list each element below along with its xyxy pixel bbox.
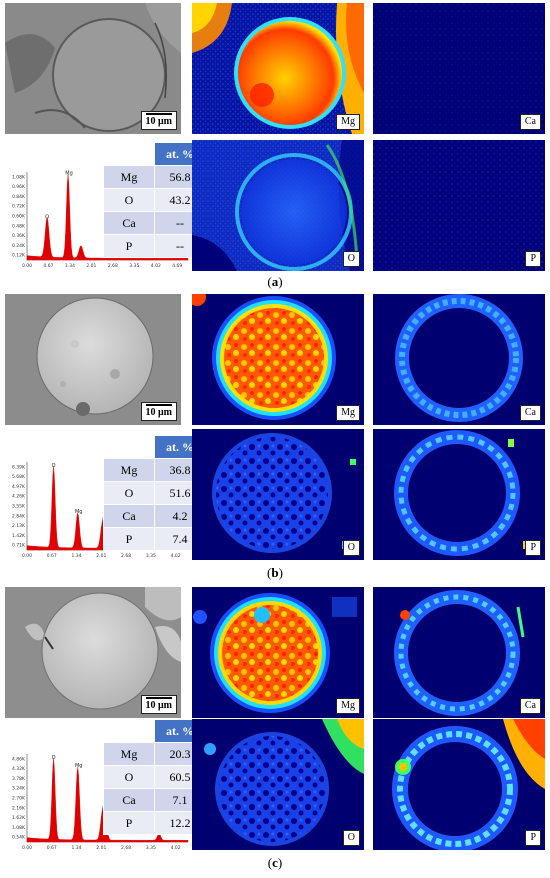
map-label-mg: Mg bbox=[336, 698, 360, 714]
x-tick-label: 0.67 bbox=[43, 263, 53, 269]
x-tick-label: 4.69 bbox=[172, 263, 182, 269]
panel-b: 10 μm Mg Ca 6.39K 5.68K 4.97K 4.26K 3.55K 2.8… bbox=[0, 292, 550, 586]
y-tick-label: 3.78K bbox=[12, 776, 26, 782]
peak-label: O bbox=[45, 214, 49, 220]
peak-label: O bbox=[52, 463, 56, 469]
y-tick-label: 0.71K bbox=[12, 543, 26, 549]
y-tick-label: 2.13K bbox=[12, 523, 26, 529]
x-tick-label: 0.67 bbox=[47, 553, 57, 559]
peak-label: Mg bbox=[75, 509, 83, 515]
x-tick-label: 0.67 bbox=[47, 845, 57, 851]
peak-label: Mg bbox=[75, 763, 83, 769]
x-tick-label: 4.02 bbox=[151, 263, 161, 269]
o-map: O bbox=[192, 140, 364, 271]
ca-map: Ca bbox=[373, 3, 545, 134]
p-map: P bbox=[373, 429, 545, 560]
x-tick-label: 1.34 bbox=[65, 263, 75, 269]
p-map: P bbox=[373, 140, 545, 271]
mg-map: Mg bbox=[192, 587, 364, 718]
panel-c: 10 μm Mg Ca 4.86K 4.32K 3.78K 3.24K 2.70K 2.1… bbox=[0, 586, 550, 878]
x-tick-label: 1.34 bbox=[72, 553, 82, 559]
y-tick-label: 2.70K bbox=[12, 796, 26, 802]
x-tick-label: 2.68 bbox=[121, 553, 131, 559]
composition-table: at. % Mg 20.3 O 60.5 Ca 7.1 P 12.2 bbox=[103, 719, 206, 835]
y-tick-label: 4.32K bbox=[12, 766, 26, 772]
x-tick-label: 1.34 bbox=[72, 845, 82, 851]
scale-bar: 10 μm bbox=[140, 695, 177, 714]
y-tick-label: 3.55K bbox=[12, 504, 26, 510]
x-tick-label: 2.68 bbox=[121, 845, 131, 851]
eds-spectrum: 4.86K 4.32K 3.78K 3.24K 2.70K 2.16K 1.62K 1.08K… bbox=[12, 754, 189, 851]
x-tick-label: 0.00 bbox=[22, 263, 32, 269]
map-label-p: P bbox=[525, 540, 541, 556]
y-tick-label: 6.39K bbox=[12, 464, 26, 470]
spectrum-trace bbox=[26, 174, 189, 261]
y-tick-label: 0.54K bbox=[12, 835, 26, 841]
y-tick-label: 1.08K bbox=[12, 825, 26, 831]
x-tick-label: 4.02 bbox=[171, 553, 181, 559]
x-tick-label: 0.00 bbox=[22, 845, 32, 851]
panel-a: 10 μm Mg Ca 1.08K 0.96K 0.84K 0.72K 0.60K 0.4… bbox=[0, 0, 550, 292]
y-tick-label: 1.08K bbox=[12, 174, 26, 180]
map-label-o: O bbox=[342, 540, 360, 556]
x-tick-label: 4.02 bbox=[171, 845, 181, 851]
y-tick-label: 4.86K bbox=[12, 756, 26, 762]
mg-map: Mg bbox=[192, 294, 364, 425]
map-label-ca: Ca bbox=[519, 405, 541, 421]
composition-table: at. % Mg 56.8 O 43.2 Ca -- P -- bbox=[103, 142, 206, 258]
sem-image: 10 μm bbox=[5, 3, 181, 134]
y-tick-label: 0.60K bbox=[12, 214, 26, 220]
map-label-o: O bbox=[342, 251, 360, 267]
map-label-ca: Ca bbox=[519, 114, 541, 130]
y-tick-label: 1.62K bbox=[12, 815, 26, 821]
x-tick-label: 2.01 bbox=[96, 553, 106, 559]
o-map: O bbox=[192, 719, 364, 850]
map-label-mg: Mg bbox=[336, 405, 360, 421]
x-tick-label: 3.35 bbox=[129, 263, 139, 269]
y-tick-label: 1.42K bbox=[12, 533, 26, 539]
map-label-ca: Ca bbox=[519, 698, 541, 714]
ca-map: Ca bbox=[373, 294, 545, 425]
y-tick-label: 0.72K bbox=[12, 204, 26, 210]
map-label-p: P bbox=[525, 830, 541, 846]
map-label-o: O bbox=[342, 830, 360, 846]
y-tick-label: 0.48K bbox=[12, 223, 26, 229]
y-tick-label: 0.12K bbox=[12, 253, 26, 259]
o-map: O bbox=[192, 429, 364, 560]
x-tick-label: 3.35 bbox=[146, 845, 156, 851]
peak-label: O bbox=[52, 755, 56, 761]
scale-bar: 10 μm bbox=[140, 402, 177, 421]
map-label-p: P bbox=[525, 251, 541, 267]
y-tick-label: 4.97K bbox=[12, 484, 26, 490]
x-tick-label: 2.01 bbox=[86, 263, 96, 269]
sem-image: 10 μm bbox=[5, 294, 181, 425]
y-tick-label: 2.84K bbox=[12, 513, 26, 519]
scale-bar: 10 μm bbox=[140, 111, 177, 130]
y-tick-label: 3.24K bbox=[12, 786, 26, 792]
sem-image: 10 μm bbox=[5, 587, 181, 718]
y-tick-label: 4.26K bbox=[12, 494, 26, 500]
y-tick-label: 0.24K bbox=[12, 243, 26, 249]
p-map: P bbox=[373, 719, 545, 850]
mg-map: Mg bbox=[192, 3, 364, 134]
x-tick-label: 2.68 bbox=[108, 263, 118, 269]
map-label-mg: Mg bbox=[336, 114, 360, 130]
y-tick-label: 0.84K bbox=[12, 194, 26, 200]
y-tick-label: 0.36K bbox=[12, 233, 26, 239]
peak-label: Mg bbox=[65, 170, 73, 176]
y-tick-label: 0.96K bbox=[12, 184, 26, 190]
x-tick-label: 3.35 bbox=[146, 553, 156, 559]
ca-map: Ca bbox=[373, 587, 545, 718]
panel-caption: (a) bbox=[267, 274, 283, 289]
panel-caption: (c) bbox=[267, 855, 283, 870]
x-tick-label: 0.00 bbox=[22, 553, 32, 559]
eds-spectrum: 1.08K 0.96K 0.84K 0.72K 0.60K 0.48K 0.36K 0.24K… bbox=[12, 170, 189, 269]
x-tick-label: 2.01 bbox=[96, 845, 106, 851]
y-tick-label: 5.68K bbox=[12, 474, 26, 480]
composition-table: at. % Mg 36.8 O 51.6 Ca 4.2 P 7.4 bbox=[103, 435, 206, 551]
y-tick-label: 2.16K bbox=[12, 805, 26, 811]
panel-caption: (b) bbox=[267, 565, 283, 580]
